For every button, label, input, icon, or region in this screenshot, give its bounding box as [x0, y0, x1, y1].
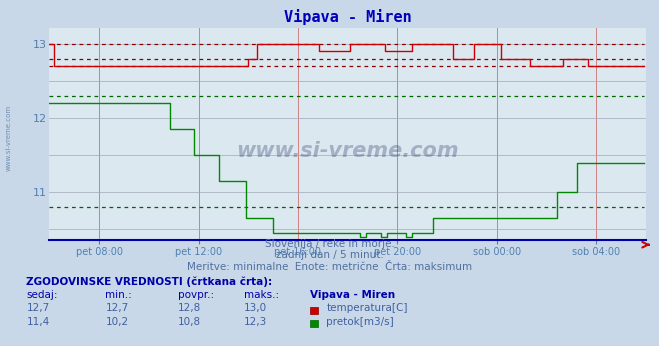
Text: 11,4: 11,4: [26, 317, 49, 327]
Text: povpr.:: povpr.:: [178, 290, 214, 300]
Text: 10,2: 10,2: [105, 317, 129, 327]
Text: Meritve: minimalne  Enote: metrične  Črta: maksimum: Meritve: minimalne Enote: metrične Črta:…: [187, 262, 472, 272]
Text: maks.:: maks.:: [244, 290, 279, 300]
Text: sedaj:: sedaj:: [26, 290, 58, 300]
Text: 12,8: 12,8: [178, 303, 201, 313]
Text: www.si-vreme.com: www.si-vreme.com: [237, 141, 459, 161]
Text: temperatura[C]: temperatura[C]: [326, 303, 408, 313]
Text: 12,7: 12,7: [105, 303, 129, 313]
Text: min.:: min.:: [105, 290, 132, 300]
Text: ZGODOVINSKE VREDNOSTI (črtkana črta):: ZGODOVINSKE VREDNOSTI (črtkana črta):: [26, 277, 272, 288]
Text: 10,8: 10,8: [178, 317, 201, 327]
Text: pretok[m3/s]: pretok[m3/s]: [326, 317, 394, 327]
Text: zadnji dan / 5 minut.: zadnji dan / 5 minut.: [275, 251, 384, 261]
Text: Slovenija / reke in morje.: Slovenija / reke in morje.: [264, 239, 395, 249]
Text: 12,3: 12,3: [244, 317, 267, 327]
Text: 12,7: 12,7: [26, 303, 49, 313]
Text: Vipava - Miren: Vipava - Miren: [310, 290, 395, 300]
Title: Vipava - Miren: Vipava - Miren: [284, 9, 411, 25]
Text: 13,0: 13,0: [244, 303, 267, 313]
Text: www.si-vreme.com: www.si-vreme.com: [5, 105, 11, 172]
